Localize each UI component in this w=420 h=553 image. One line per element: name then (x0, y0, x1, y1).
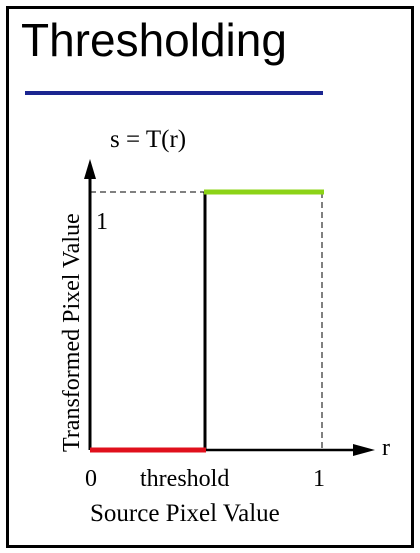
x-tick-one: 1 (313, 466, 325, 492)
function-label: s = T(r) (110, 126, 186, 153)
x-tick-threshold: threshold (140, 466, 229, 492)
x-axis-variable: r (382, 435, 390, 461)
slide-frame: Thresholding s = T(r) Transformed Pixel … (6, 6, 414, 548)
y-tick-one: 1 (96, 209, 108, 235)
threshold-diagram: s = T(r) Transformed Pixel Value 1 r 0 t… (59, 126, 390, 527)
x-axis-label: Source Pixel Value (90, 500, 280, 527)
title-underline (25, 91, 323, 95)
y-axis-label: Transformed Pixel Value (59, 213, 85, 452)
y-axis-arrowhead (84, 159, 96, 179)
x-axis-arrowhead (353, 444, 375, 456)
slide-title: Thresholding (21, 14, 287, 66)
x-tick-zero: 0 (85, 466, 97, 492)
